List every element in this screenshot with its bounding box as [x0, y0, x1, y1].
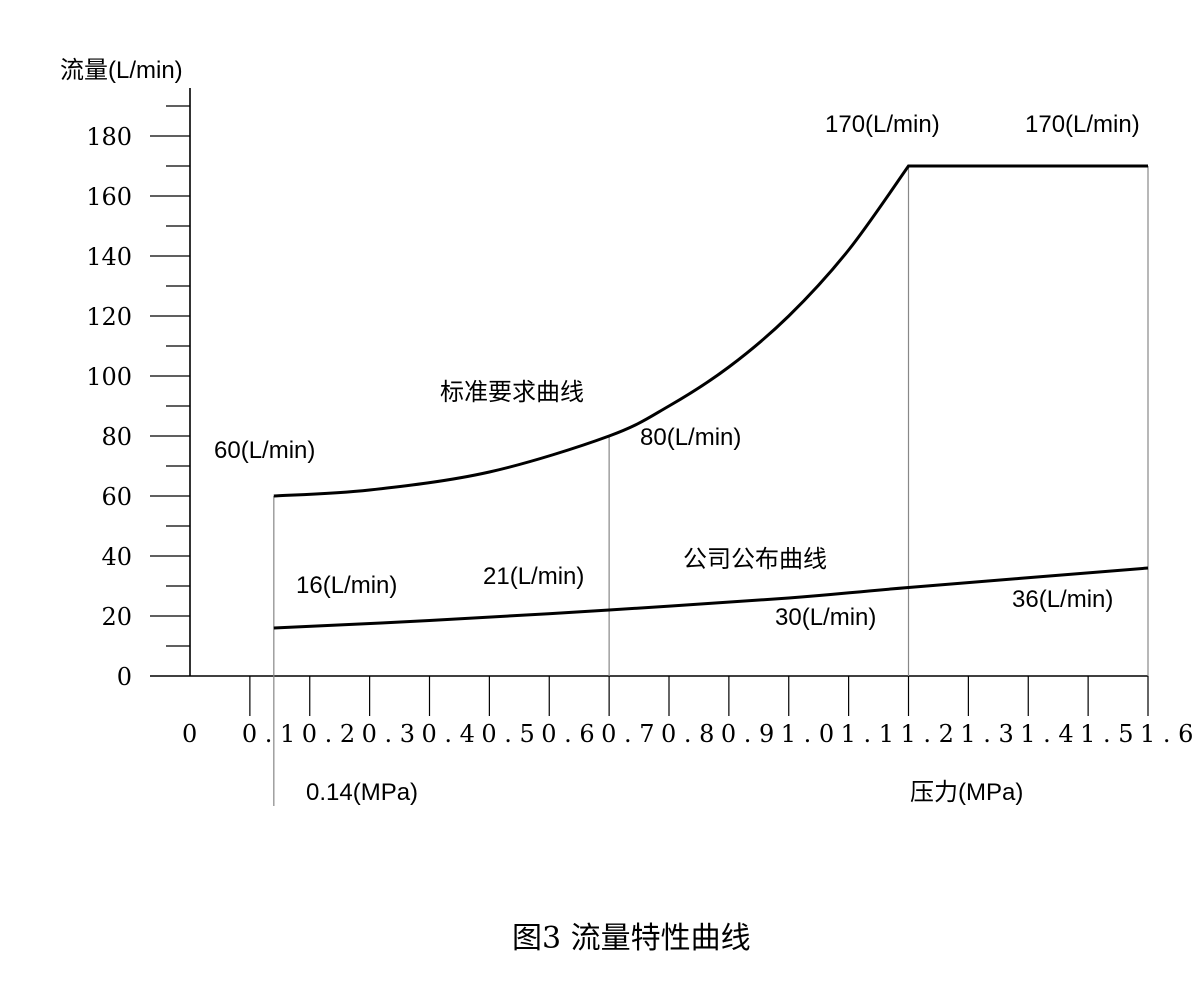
annotation-36: 36(L/min)	[1012, 586, 1113, 613]
series-label-standard: 标准要求曲线	[440, 379, 584, 406]
annotation-170-b: 170(L/min)	[1025, 111, 1140, 138]
y-tick-label: 160	[86, 183, 132, 211]
y-tick-label: 180	[86, 123, 132, 151]
x-axis-label: 压力(MPa)	[910, 779, 1023, 806]
x-tick-label: 1 . 6	[1140, 720, 1193, 748]
y-major-ticks	[150, 135, 190, 617]
annotation-21: 21(L/min)	[483, 563, 584, 590]
y-tick-label: 120	[86, 303, 132, 331]
x-marker-label: 0.14(MPa)	[306, 779, 418, 806]
x-tick-label: 1 . 4	[1020, 720, 1073, 748]
series-label-company: 公司公布曲线	[683, 546, 827, 573]
series-line-company-curve	[273, 566, 1149, 630]
x-tick-label: 0 . 3	[362, 720, 415, 748]
y-tick-label: 140	[86, 243, 132, 271]
annotation-30: 30(L/min)	[775, 604, 876, 631]
series-line-standard-curve	[273, 164, 1148, 498]
annotation-80: 80(L/min)	[640, 424, 741, 451]
annotation-60: 60(L/min)	[214, 437, 315, 464]
y-tick-label: 100	[86, 363, 132, 391]
x-tick-marks	[249, 676, 1149, 716]
x-tick-label: 0 . 1	[242, 720, 295, 748]
x-tick-label: 0	[182, 720, 197, 748]
y-tick-label: 80	[101, 423, 132, 451]
y-axis-label: 流量(L/min)	[60, 57, 183, 84]
annotation-16: 16(L/min)	[296, 572, 397, 599]
x-tick-label: 0 . 2	[302, 720, 355, 748]
y-tick-labels: 0 20 40 60 80 100 120 140 160 180	[86, 123, 132, 691]
x-tick-label: 0 . 4	[422, 720, 475, 748]
x-tick-label: 0 . 9	[721, 720, 774, 748]
y-tick-label: 40	[101, 543, 132, 571]
x-tick-label: 0 . 8	[661, 720, 714, 748]
x-tick-label: 0 . 5	[481, 720, 534, 748]
y-tick-label: 20	[101, 603, 132, 631]
annotation-170-a: 170(L/min)	[825, 111, 940, 138]
x-tick-label: 0 . 6	[541, 720, 594, 748]
y-tick-label: 60	[101, 483, 132, 511]
x-tick-label: 1 . 0	[781, 720, 834, 748]
x-tick-label: 1 . 2	[901, 720, 954, 748]
x-tick-label: 0 . 7	[601, 720, 654, 748]
x-tick-label: 1 . 1	[841, 720, 894, 748]
x-tick-label: 1 . 3	[960, 720, 1013, 748]
y-minor-ticks	[166, 105, 190, 647]
x-tick-label: 1 . 5	[1080, 720, 1133, 748]
figure-caption: 图3 流量特性曲线	[512, 921, 751, 956]
y-tick-label: 0	[117, 663, 132, 691]
